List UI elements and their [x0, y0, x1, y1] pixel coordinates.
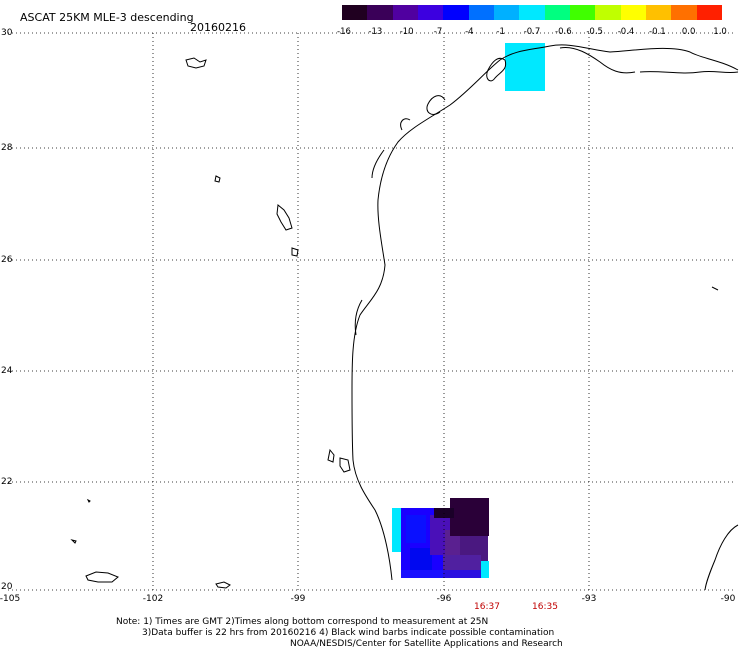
colorbar-swatch: [645, 5, 672, 20]
lon-label-102: -102: [142, 594, 164, 604]
coastline: [351, 44, 739, 591]
colorbar-swatch: [367, 5, 393, 20]
colorbar-tick-label: -0.5: [586, 27, 603, 37]
lon-label-90: -90: [720, 594, 736, 604]
colorbar-swatch: [468, 5, 494, 20]
colorbar-tick-label: -4: [465, 27, 474, 37]
colorbar-tick-label: -13: [368, 27, 383, 37]
lat-label-30: 30: [1, 28, 13, 38]
lon-label-105: -105: [0, 594, 21, 604]
data-swath-south: [392, 498, 489, 578]
lon-label-99: -99: [290, 594, 306, 604]
colorbar-swatch: [519, 5, 545, 20]
note-line-2: 3)Data buffer is 22 hrs from 20160216 4)…: [142, 628, 555, 638]
colorbar-swatch: [544, 5, 570, 20]
colorbar-swatch: [493, 5, 520, 20]
colorbar-tick-label: 1.0: [713, 27, 727, 37]
colorbar-swatch: [620, 5, 646, 20]
note-line-3: NOAA/NESDIS/Center for Satellite Applica…: [290, 639, 563, 649]
lat-label-20: 20: [1, 582, 13, 592]
note-line-1: Note: 1) Times are GMT 2)Times along bot…: [116, 617, 489, 627]
colorbar-swatch: [392, 5, 418, 20]
colorbar-tick-label: -16: [337, 27, 351, 37]
lat-label-24: 24: [1, 366, 13, 376]
colorbar-swatch: [443, 5, 469, 20]
colorbar: [342, 5, 722, 20]
colorbar-swatch: [595, 5, 621, 20]
data-swath-north: [505, 43, 545, 91]
colorbar-swatch: [696, 5, 722, 20]
colorbar-swatch: [569, 5, 596, 20]
colorbar-tick-label: -0.7: [523, 27, 541, 37]
colorbar-tick-label: 0.0: [681, 27, 696, 37]
lon-label-93: -93: [581, 594, 597, 604]
colorbar-tick-label: -10: [399, 27, 414, 37]
lon-label-96: -96: [436, 594, 452, 604]
colorbar-tick-label: -0.4: [617, 27, 635, 37]
lat-label-22: 22: [1, 477, 13, 487]
islands: [70, 57, 719, 589]
colorbar-tick-label: -0.6: [555, 27, 572, 37]
lat-label-26: 26: [1, 255, 13, 265]
product-date: 20160216: [190, 21, 246, 34]
pass-time-1: 16:37: [474, 602, 500, 612]
colorbar-swatch: [417, 5, 444, 20]
graticule: [8, 32, 735, 591]
colorbar-tick-label: -0.1: [649, 27, 666, 37]
colorbar-swatch: [671, 5, 697, 20]
lat-label-28: 28: [1, 143, 13, 153]
product-title: ASCAT 25KM MLE-3 descending: [20, 11, 194, 24]
pass-time-2: 16:35: [532, 602, 558, 612]
colorbar-swatch: [342, 5, 368, 20]
colorbar-tick-label: -7: [433, 27, 443, 37]
colorbar-tick-label: -1: [496, 27, 505, 37]
